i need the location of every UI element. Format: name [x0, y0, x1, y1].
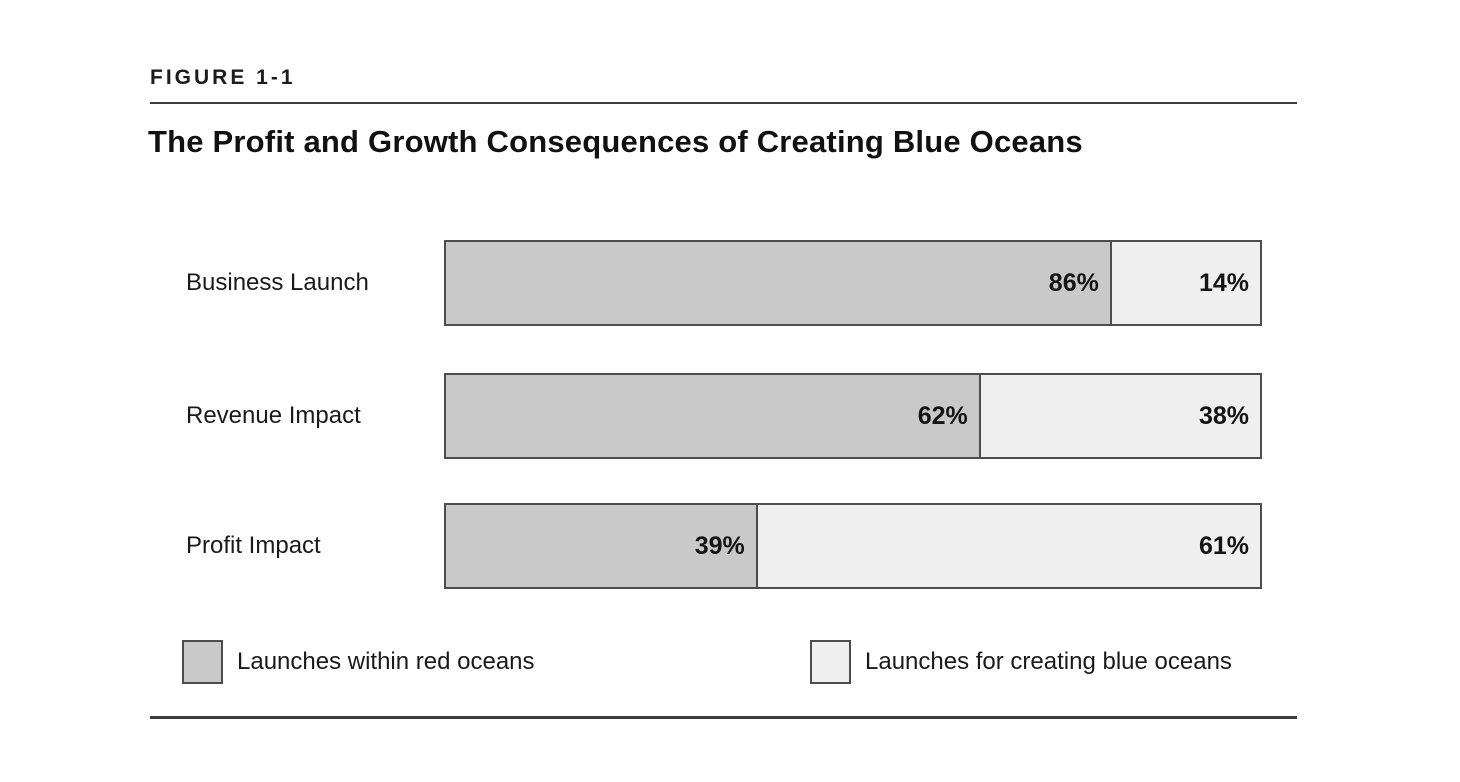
bar-segment-red: 39% — [446, 505, 758, 587]
bar-segment-blue: 14% — [1111, 242, 1260, 324]
bar-segment-blue: 61% — [757, 505, 1260, 587]
legend-swatch-blue — [810, 640, 851, 684]
figure-title: The Profit and Growth Consequences of Cr… — [148, 124, 1083, 159]
value-label-blue: 61% — [1198, 531, 1249, 560]
legend-swatch-red — [182, 640, 223, 684]
bar: 86% 14% — [444, 240, 1262, 326]
figure-label: FIGURE 1-1 — [150, 66, 296, 89]
legend: Launches within red oceans Launches for … — [0, 640, 1460, 686]
bottom-rule — [150, 716, 1297, 719]
legend-label-red: Launches within red oceans — [237, 648, 535, 675]
legend-item-blue-oceans: Launches for creating blue oceans — [810, 640, 1232, 684]
bar-segment-red: 62% — [446, 375, 981, 457]
value-label-red: 86% — [1048, 268, 1099, 297]
bar: 39% 61% — [444, 503, 1262, 589]
category-label: Business Launch — [186, 269, 369, 296]
value-label-blue: 14% — [1198, 268, 1249, 297]
bar-row: Profit Impact 39% 61% — [150, 503, 1297, 589]
bar-row: Business Launch 86% 14% — [150, 240, 1297, 326]
bar-row: Revenue Impact 62% 38% — [150, 373, 1297, 459]
top-rule — [150, 102, 1297, 104]
legend-item-red-oceans: Launches within red oceans — [182, 640, 535, 684]
legend-label-blue: Launches for creating blue oceans — [865, 648, 1232, 675]
bar-segment-blue: 38% — [980, 375, 1260, 457]
value-label-red: 62% — [917, 401, 968, 430]
value-label-red: 39% — [694, 531, 745, 560]
value-label-blue: 38% — [1198, 401, 1249, 430]
category-label: Revenue Impact — [186, 402, 361, 429]
bar-segment-red: 86% — [446, 242, 1112, 324]
category-label: Profit Impact — [186, 532, 321, 559]
bar: 62% 38% — [444, 373, 1262, 459]
